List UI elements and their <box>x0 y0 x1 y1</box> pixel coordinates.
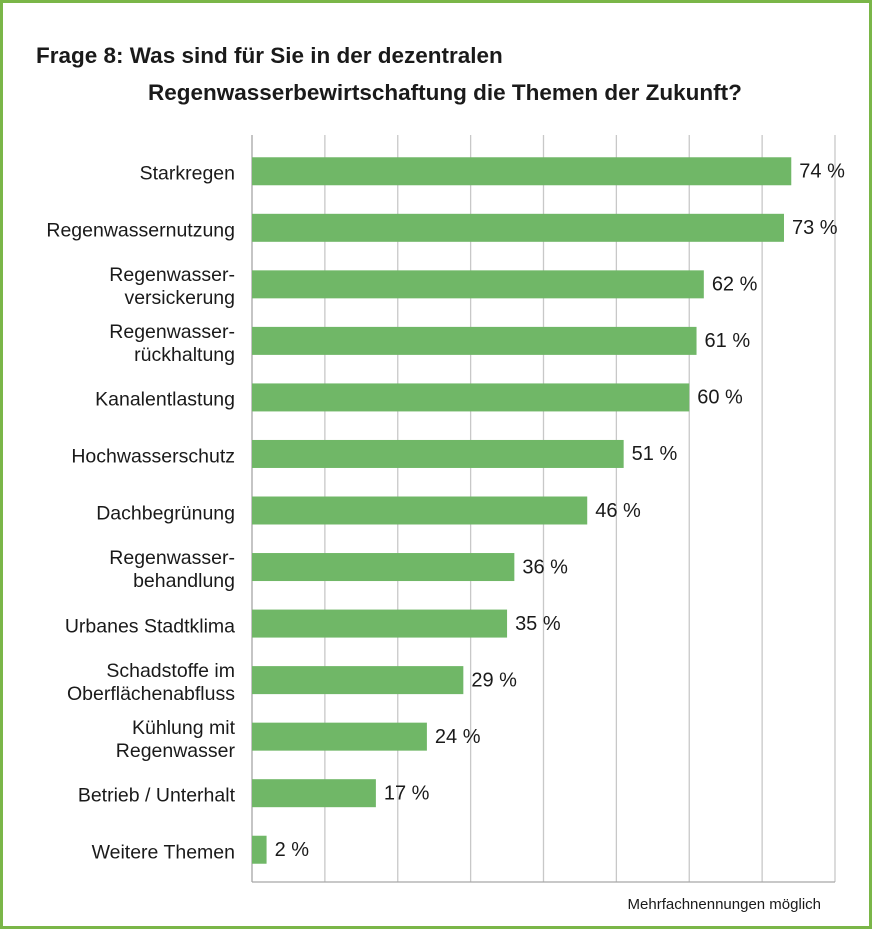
value-label: 61 % <box>705 330 751 352</box>
y-tick-label: Regenwasser- versickerung <box>109 264 235 310</box>
value-label: 51 % <box>632 443 678 465</box>
bar <box>252 609 508 638</box>
y-tick-label: Regenwasser- behandlung <box>109 547 235 593</box>
y-tick-label: Regenwassernutzung <box>46 219 235 242</box>
y-tick-label: Urbanes Stadtklima <box>64 615 235 638</box>
value-label: 29 % <box>471 669 517 691</box>
value-label: 74 % <box>799 161 845 183</box>
bar <box>252 722 427 751</box>
note: Mehrfachnennungen möglich <box>627 896 821 913</box>
chart-title: Frage 8: Was sind für Sie in der dezentr… <box>36 43 742 105</box>
y-tick-label: Weitere Themen <box>91 841 235 864</box>
value-label: 46 % <box>595 500 641 522</box>
bar <box>252 383 690 412</box>
bar <box>252 157 792 186</box>
bar <box>252 439 624 468</box>
y-tick-label: Kühlung mit Regenwasser <box>115 716 235 762</box>
value-label: 62 % <box>712 274 758 296</box>
value-label: 35 % <box>515 613 561 635</box>
y-tick-label: Kanalentlastung <box>95 388 235 411</box>
bar <box>252 553 515 582</box>
value-label: 24 % <box>435 726 481 748</box>
chart: 74 % 73 % 62 % 61 % 60 % 51 % 46 % 36 % 35 % 29 %… <box>251 135 845 883</box>
y-tick-label: Hochwasserschutz <box>71 445 235 468</box>
y-tick-label: Dachbegrünung <box>96 502 235 524</box>
y-tick-label: Starkregen <box>139 162 235 185</box>
y-tick-label: Betrieb / Unterhalt <box>77 784 235 807</box>
bar <box>252 213 784 242</box>
bar <box>252 835 267 864</box>
y-tick-label: Regenwasser- rückhaltung <box>109 320 235 366</box>
value-label: 60 % <box>697 387 743 409</box>
value-label: 2 % <box>275 839 310 861</box>
value-label: 17 % <box>384 782 430 804</box>
bar <box>252 779 376 808</box>
y-tick-label: Schadstoffe im Oberflächenabfluss <box>66 660 235 706</box>
bar <box>252 666 464 695</box>
bar <box>252 496 588 525</box>
value-label: 73 % <box>792 217 838 239</box>
value-label: 36 % <box>522 556 568 578</box>
bar <box>252 270 704 299</box>
bar <box>252 326 697 355</box>
